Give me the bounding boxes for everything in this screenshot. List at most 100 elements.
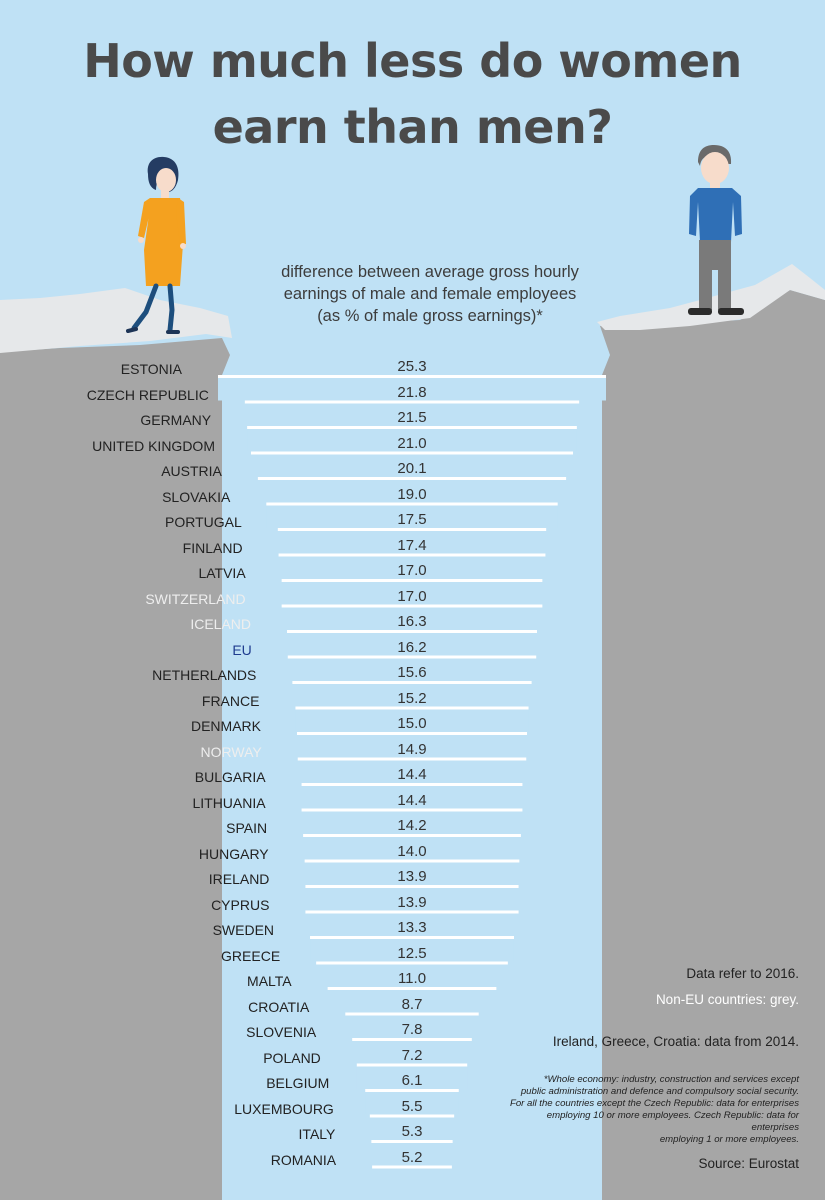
bar-edge-line (310, 936, 514, 939)
country-label: LITHUANIA (192, 794, 266, 811)
man-face (701, 152, 729, 184)
bar-lithuania (301, 808, 523, 834)
bar-edge-line (316, 961, 508, 965)
footnote-line: employing 1 or more employees. (659, 1134, 799, 1145)
bar-latvia (281, 579, 543, 605)
value-label: 7.2 (401, 1046, 423, 1064)
man-trousers (699, 240, 731, 270)
bar-edge-line (296, 732, 528, 735)
subtitle-line-1: difference between average gross hourly (281, 263, 579, 281)
country-label: PORTUGAL (165, 514, 242, 530)
bar-greece (316, 961, 508, 987)
bar-denmark (296, 732, 528, 758)
value-label: 13.9 (397, 868, 427, 885)
woman-figure (126, 156, 186, 334)
bar-edge-line (301, 808, 523, 812)
bar-edge-line (250, 451, 574, 455)
value-label: 17.0 (397, 562, 427, 579)
bar-austria (257, 477, 567, 503)
value-label: 7.8 (401, 1021, 423, 1038)
bar-edge-line (303, 834, 521, 837)
bar-edge-line (345, 1012, 479, 1016)
country-label: GREECE (221, 947, 281, 964)
bar-united-kingdom (250, 451, 574, 477)
bar-finland (278, 553, 546, 579)
man-left-leg (699, 268, 712, 310)
value-label: 15.2 (397, 689, 427, 707)
value-label: 16.3 (397, 613, 427, 630)
value-label: 21.0 (397, 434, 427, 452)
man-right-leg (718, 268, 731, 310)
country-label: ITALY (298, 1126, 336, 1142)
footnote-line: For all the countries except the Czech R… (509, 1098, 799, 1109)
country-label: BULGARIA (194, 769, 266, 785)
value-label: 21.8 (397, 383, 427, 401)
bar-edge-line (278, 553, 546, 557)
bar-italy (371, 1140, 453, 1166)
woman-dress (144, 198, 184, 286)
bar-croatia (345, 1012, 479, 1038)
country-label: ESTONIA (120, 361, 182, 377)
country-label: DENMARK (190, 718, 261, 734)
value-label: 14.4 (397, 766, 427, 783)
country-label: SLOVAKIA (162, 488, 231, 505)
country-label: GERMANY (140, 412, 212, 428)
country-label: LUXEMBOURG (234, 1100, 334, 1117)
bar-france (295, 706, 529, 732)
bar-edge-line (247, 426, 577, 429)
methodology-footnote: *Whole economy: industry, construction a… (499, 1074, 799, 1146)
woman-hand-right (180, 243, 186, 249)
country-label: SLOVENIA (246, 1024, 317, 1040)
value-label: 17.4 (397, 536, 427, 554)
bar-germany (247, 426, 577, 452)
note-data-2014: Ireland, Greece, Croatia: data from 2014… (552, 1034, 799, 1049)
country-label: HUNGARY (198, 845, 269, 862)
subtitle-line-3: (as % of male gross earnings)* (317, 307, 543, 325)
woman-face (156, 168, 176, 192)
country-label: SWITZERLAND (145, 590, 246, 607)
value-label: 12.5 (397, 944, 427, 962)
country-label: CZECH REPUBLIC (86, 386, 209, 403)
country-label: SWEDEN (212, 922, 275, 938)
value-label: 5.3 (401, 1123, 423, 1140)
value-label: 5.5 (401, 1097, 423, 1115)
left-cliff (0, 338, 230, 1200)
bar-ireland (305, 885, 519, 911)
woman-neck (161, 190, 169, 198)
man-right-shoe (718, 308, 744, 315)
man-hair (698, 145, 732, 166)
source-note: Source: Eurostat (698, 1156, 799, 1171)
country-label: UNITED KINGDOM (92, 437, 215, 454)
value-label: 11.0 (397, 970, 427, 987)
subtitle-line-2: earnings of male and female employees (283, 285, 577, 303)
bar-estonia (218, 375, 606, 401)
note-non-eu-grey: Non-EU countries: grey. (655, 992, 799, 1007)
bar-hungary (304, 859, 520, 885)
bar-edge-line (305, 910, 519, 914)
bar-luxembourg (369, 1114, 455, 1140)
woman-shoes (126, 327, 180, 334)
bar-edge-line (277, 528, 547, 531)
bar-edge-line (352, 1038, 472, 1041)
value-label: 15.6 (397, 664, 427, 681)
bar-poland (356, 1063, 468, 1089)
value-label: 16.2 (397, 638, 427, 656)
country-label: CYPRUS (211, 896, 270, 913)
country-label: BELGIUM (266, 1075, 330, 1091)
value-label: 19.0 (397, 485, 427, 503)
woman-hand (138, 237, 144, 243)
country-label: LATVIA (198, 565, 246, 581)
bar-czech-republic (244, 400, 580, 426)
bar-edge-line (372, 1165, 452, 1169)
country-label: FRANCE (201, 692, 260, 709)
bar-belgium (365, 1089, 459, 1115)
country-label: IRELAND (208, 871, 270, 887)
country-label: AUSTRIA (161, 463, 222, 479)
bar-edge-line (295, 706, 529, 710)
bar-edge-line (365, 1089, 459, 1092)
bar-portugal (277, 528, 547, 554)
footnote-line: employing 10 or more employees. Czech Re… (546, 1110, 799, 1133)
country-label: ROMANIA (270, 1151, 337, 1168)
bar-edge-line (266, 502, 558, 506)
man-shirt (689, 188, 742, 242)
